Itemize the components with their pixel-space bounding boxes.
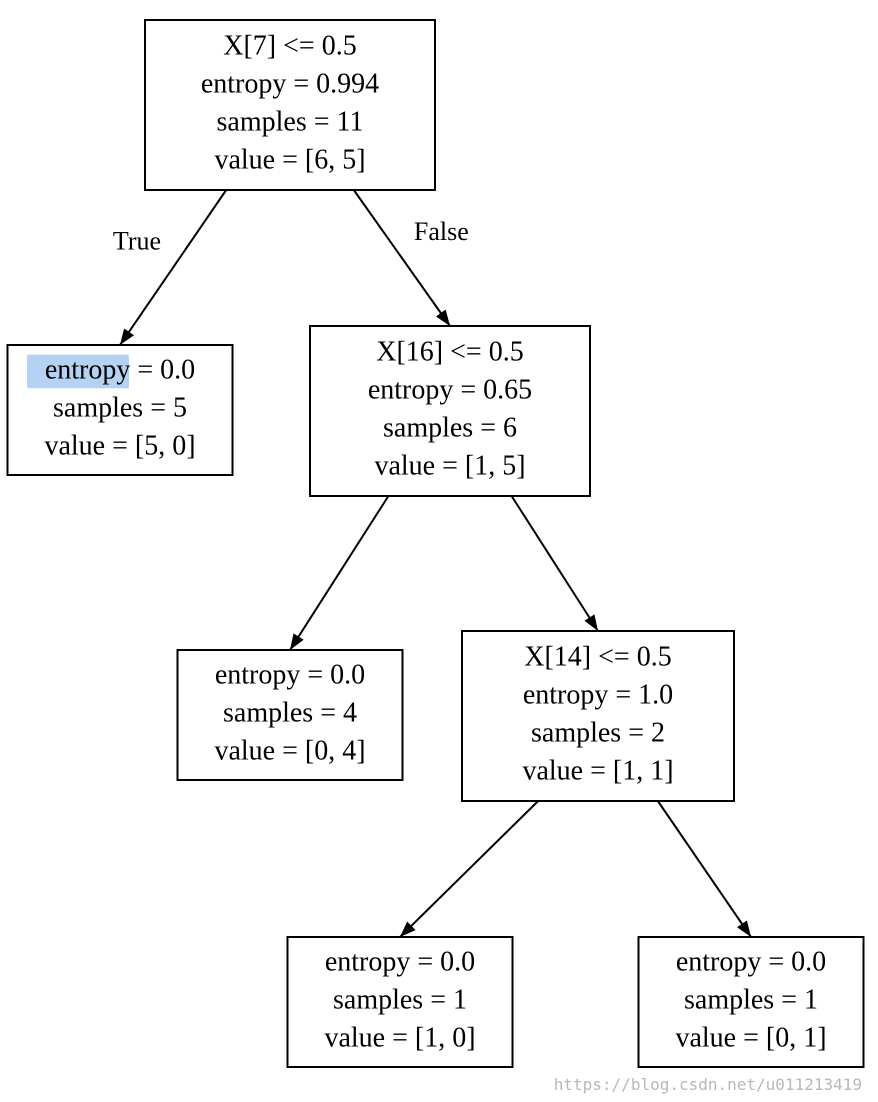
tree-node-r1_right: X[14] <= 0.5 entropy = 1.0 samples = 2 valu… <box>462 631 734 801</box>
node-line: value = [0, 1] <box>675 1022 826 1053</box>
node-line: X[7] <= 0.5 <box>223 30 356 61</box>
edges: True False <box>113 190 751 937</box>
edge-label-false: False <box>414 217 469 246</box>
edge <box>512 496 598 631</box>
node-line: value = [5, 0] <box>44 430 195 461</box>
node-line: entropy = 0.0 <box>325 946 475 977</box>
node-line: value = [6, 5] <box>214 144 365 175</box>
tree-node-leaf_right: entropy = 0.0 samples = 1 value = [0, 1] <box>639 937 864 1067</box>
node-line: samples = 1 <box>333 984 467 1015</box>
node-line: samples = 4 <box>223 697 357 728</box>
tree-node-root: X[7] <= 0.5 entropy = 0.994 samples = 11 va… <box>145 20 435 190</box>
tree-node-leaf_left: entropy = 0.0 samples = 1 value = [1, 0] <box>288 937 513 1067</box>
tree-node-left1: entropy = 0.0 samples = 5 value = [5, 0] <box>8 345 233 475</box>
watermark: https://blog.csdn.net/u011213419 <box>554 1075 862 1094</box>
node-line: entropy = 0.994 <box>201 68 379 99</box>
node-line: entropy = 1.0 <box>523 679 673 710</box>
tree-node-r1_left: entropy = 0.0 samples = 4 value = [0, 4] <box>178 650 403 780</box>
node-line: samples = 11 <box>217 106 364 137</box>
nodes: X[7] <= 0.5 entropy = 0.994 samples = 11 va… <box>8 20 864 1067</box>
edge-label-true: True <box>113 227 161 256</box>
node-line: entropy = 0.0 <box>215 659 365 690</box>
edge <box>400 801 538 937</box>
node-line: samples = 2 <box>531 717 665 748</box>
node-line: entropy = 0.0 <box>676 946 826 977</box>
edge <box>290 496 388 650</box>
node-line: samples = 6 <box>383 412 517 443</box>
node-line: entropy = 0.0 <box>45 354 195 385</box>
node-line: entropy = 0.65 <box>368 374 532 405</box>
node-line: value = [1, 5] <box>374 450 525 481</box>
node-line: X[14] <= 0.5 <box>524 641 671 672</box>
node-line: samples = 1 <box>684 984 818 1015</box>
edge <box>354 190 450 326</box>
node-line: value = [1, 0] <box>324 1022 475 1053</box>
edge <box>120 190 226 345</box>
decision-tree-diagram: True False X[7] <= 0.5 entropy = 0.994 samp… <box>0 0 878 1102</box>
tree-node-right1: X[16] <= 0.5 entropy = 0.65 samples = 6 val… <box>310 326 590 496</box>
node-line: value = [1, 1] <box>522 755 673 786</box>
edge <box>658 801 751 937</box>
node-line: samples = 5 <box>53 392 187 423</box>
node-line: value = [0, 4] <box>214 735 365 766</box>
node-line: X[16] <= 0.5 <box>376 336 523 367</box>
